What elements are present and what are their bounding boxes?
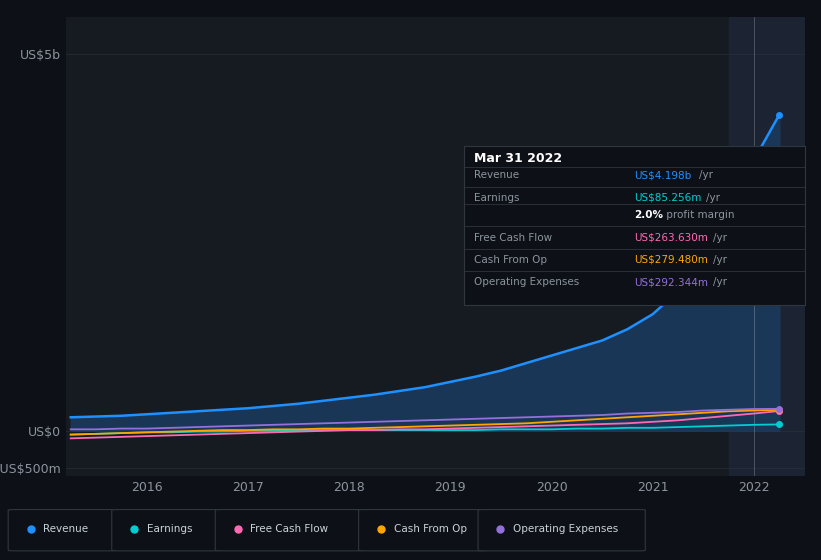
Text: US$279.480m: US$279.480m <box>635 255 708 265</box>
Text: Cash From Op: Cash From Op <box>474 255 547 265</box>
Text: US$4.198b: US$4.198b <box>635 170 691 180</box>
Bar <box>729 17 805 476</box>
Text: Revenue: Revenue <box>474 170 519 180</box>
Text: Cash From Op: Cash From Op <box>393 524 466 534</box>
Text: Free Cash Flow: Free Cash Flow <box>250 524 328 534</box>
Text: Free Cash Flow: Free Cash Flow <box>474 232 553 242</box>
Text: Operating Expenses: Operating Expenses <box>513 524 618 534</box>
FancyBboxPatch shape <box>215 510 363 551</box>
Text: US$85.256m: US$85.256m <box>635 193 702 203</box>
Text: Revenue: Revenue <box>44 524 89 534</box>
FancyBboxPatch shape <box>478 510 645 551</box>
Text: /yr: /yr <box>706 193 720 203</box>
Text: /yr: /yr <box>699 170 713 180</box>
FancyBboxPatch shape <box>112 510 219 551</box>
FancyBboxPatch shape <box>8 510 116 551</box>
Text: US$263.630m: US$263.630m <box>635 232 708 242</box>
Text: 2.0%: 2.0% <box>635 210 663 220</box>
Text: Mar 31 2022: Mar 31 2022 <box>474 152 562 165</box>
Text: Earnings: Earnings <box>147 524 192 534</box>
Text: /yr: /yr <box>713 255 727 265</box>
Text: /yr: /yr <box>713 277 727 287</box>
Text: /yr: /yr <box>713 232 727 242</box>
FancyBboxPatch shape <box>359 510 486 551</box>
Text: profit margin: profit margin <box>663 210 734 220</box>
Text: Earnings: Earnings <box>474 193 520 203</box>
Text: US$292.344m: US$292.344m <box>635 277 709 287</box>
Text: Operating Expenses: Operating Expenses <box>474 277 580 287</box>
